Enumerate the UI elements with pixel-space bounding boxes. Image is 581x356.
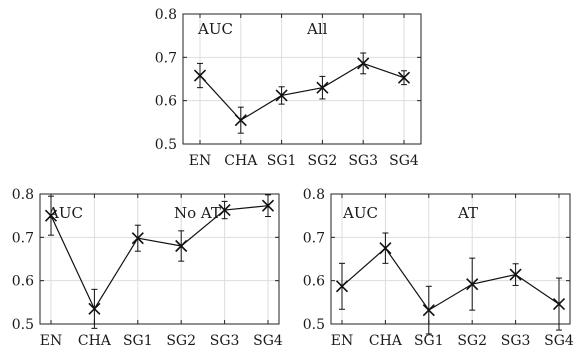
data-point-marker — [316, 81, 329, 94]
series-line — [50, 205, 269, 311]
marker-stroke — [422, 304, 435, 317]
data-point-marker — [88, 302, 101, 315]
data-point-marker — [234, 114, 247, 127]
y-tick-label: 0.6 — [303, 274, 325, 290]
data-point-marker — [175, 239, 188, 253]
plot-frame — [39, 193, 280, 325]
data-point-marker — [218, 203, 231, 217]
plot-frame — [330, 193, 571, 325]
marker-stroke — [218, 203, 231, 217]
plot-annotation: AT — [457, 204, 478, 222]
series-line — [341, 247, 560, 311]
x-tick-label: SG4 — [389, 153, 419, 169]
marker-stroke — [193, 69, 207, 82]
chart-panel-2: 0.5 0.6 0.7 0.8 EN CHA SG1 SG2 SG3 SG4 AUC No AT — [12, 187, 283, 349]
chart-panel-3: 0.5 0.6 0.7 0.8 EN CHA SG1 SG2 SG3 SG4 AUC AT — [303, 187, 574, 349]
data-point-marker — [422, 304, 435, 317]
x-tick-label: SG1 — [123, 333, 153, 349]
plot-frame — [182, 13, 422, 145]
marker-stroke — [379, 242, 392, 255]
data-point-marker — [397, 71, 411, 84]
chart-panel-1: 0.5 0.6 0.7 0.8 EN CHA SG1 SG2 SG3 SG4 AUC All — [155, 7, 422, 169]
marker-stroke — [335, 280, 349, 293]
marker-stroke — [509, 268, 522, 281]
data-point-marker — [552, 298, 566, 311]
y-tick-label: 0.8 — [303, 187, 325, 203]
y-tick-label: 0.7 — [155, 50, 177, 66]
x-tick-label: SG2 — [308, 153, 338, 169]
x-tick-label: EN — [331, 333, 353, 349]
x-tick-label: SG3 — [348, 153, 378, 169]
plot-annotation: AUC — [342, 204, 378, 222]
marker-stroke — [397, 71, 411, 84]
x-tick-label: EN — [189, 153, 211, 169]
data-point-marker — [275, 89, 288, 102]
y-tick-label: 0.5 — [12, 317, 34, 333]
data-point-marker — [193, 69, 207, 82]
data-point-marker — [44, 209, 58, 222]
marker-stroke — [234, 114, 247, 127]
data-point-marker — [509, 268, 522, 281]
x-tick-label: SG4 — [544, 333, 574, 349]
data-point-marker — [335, 280, 349, 293]
marker-stroke — [88, 302, 101, 315]
data-point-marker — [466, 278, 479, 291]
marker-stroke — [316, 81, 329, 94]
x-tick-label: CHA — [369, 333, 403, 349]
marker-stroke — [552, 298, 566, 311]
x-tick-label: SG1 — [267, 153, 297, 169]
y-tick-label: 0.6 — [12, 274, 34, 290]
plot-annotation: AUC — [47, 204, 83, 222]
data-point-marker — [131, 232, 144, 245]
marker-stroke — [275, 89, 288, 102]
y-tick-label: 0.7 — [303, 230, 325, 246]
y-tick-label: 0.7 — [12, 230, 34, 246]
y-tick-label: 0.8 — [155, 7, 177, 23]
data-point-marker — [379, 242, 392, 255]
plot-annotation: AUC — [197, 20, 233, 38]
x-tick-label: SG4 — [253, 333, 283, 349]
plot-annotation: All — [306, 20, 328, 38]
marker-stroke — [175, 239, 188, 253]
series-line — [199, 62, 405, 121]
x-tick-label: CHA — [224, 153, 258, 169]
data-point-marker — [261, 199, 275, 212]
marker-stroke — [44, 209, 58, 222]
y-tick-label: 0.6 — [155, 94, 177, 110]
y-tick-label: 0.8 — [12, 187, 34, 203]
marker-stroke — [466, 278, 479, 291]
x-tick-label: EN — [40, 333, 62, 349]
x-tick-label: SG1 — [414, 333, 444, 349]
plot-annotation: No AT — [174, 204, 221, 222]
data-point-marker — [357, 57, 370, 70]
x-tick-label: SG3 — [501, 333, 531, 349]
x-tick-label: SG2 — [457, 333, 487, 349]
x-tick-label: CHA — [78, 333, 112, 349]
x-tick-label: SG2 — [166, 333, 196, 349]
marker-stroke — [261, 199, 275, 212]
x-tick-label: SG3 — [210, 333, 240, 349]
y-tick-label: 0.5 — [155, 137, 177, 153]
y-tick-label: 0.5 — [303, 317, 325, 333]
marker-stroke — [357, 57, 370, 70]
marker-stroke — [131, 232, 144, 245]
